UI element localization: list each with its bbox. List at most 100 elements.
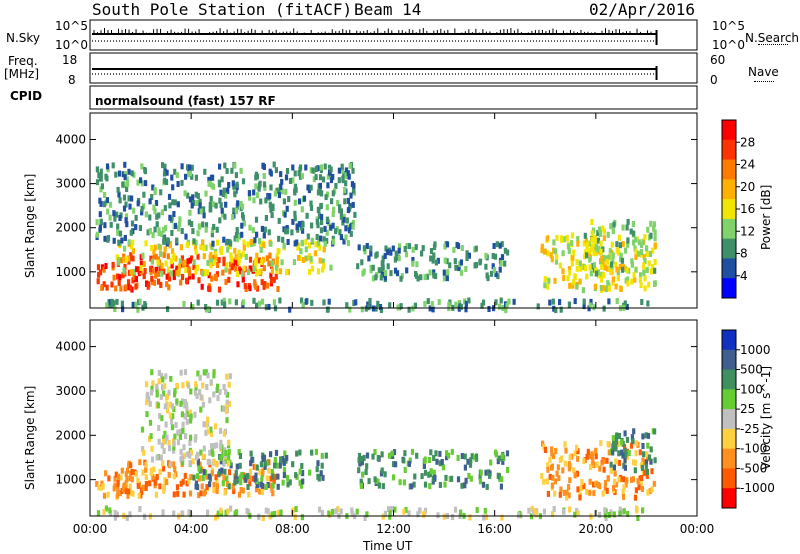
data-cell [188,170,192,177]
data-cell [308,469,312,476]
data-cell [404,251,408,258]
data-cell [172,491,176,498]
data-cell [276,473,280,480]
data-cell [576,235,580,242]
data-cell [214,461,218,468]
data-cell [314,166,318,172]
data-cell [603,484,607,491]
data-cell [619,256,623,263]
data-cell [468,514,472,521]
data-cell [264,484,268,490]
data-cell [278,268,283,275]
data-cell [308,269,312,275]
data-cell [270,469,274,475]
data-cell [329,224,333,231]
data-cell [357,452,362,459]
data-cell [554,447,558,454]
data-cell [583,253,587,260]
data-cell [354,299,358,306]
data-cell [650,486,654,493]
data-cell [583,265,587,272]
data-cell [331,173,335,180]
data-cell [224,404,228,410]
data-cell [124,284,128,291]
data-cell [217,286,222,293]
data-cell [351,219,355,226]
data-cell [418,507,422,514]
data-cell [496,472,500,479]
data-cell [169,270,173,277]
data-cell [443,257,447,264]
data-cell [562,489,566,496]
data-cell [633,459,637,466]
data-cell [633,245,637,252]
data-cell [267,229,271,236]
data-cell [542,443,546,450]
data-cell [163,177,167,184]
data-cell [647,281,651,288]
data-cell [398,243,402,250]
data-cell [115,511,119,518]
data-cell [546,490,550,497]
data-cell [164,421,168,428]
data-cell [337,177,341,184]
data-cell [609,461,613,468]
data-cell [625,224,629,231]
data-cell [621,488,625,495]
data-cell [325,229,329,236]
data-cell [268,168,272,175]
freq-strip [89,52,698,84]
data-cell [151,279,155,286]
data-cell [154,491,158,498]
data-cell [319,227,324,234]
data-cell [587,240,591,247]
data-cell [625,448,629,455]
data-cell [180,455,184,462]
data-cell [139,492,143,499]
data-cell [212,443,216,449]
data-cell [161,465,166,472]
data-cell [231,180,235,187]
data-cell [367,255,371,262]
data-cell [142,449,146,456]
data-cell [215,299,220,306]
data-cell [123,174,127,181]
data-cell [473,454,477,461]
data-cell [398,479,402,486]
data-cell [575,283,579,290]
data-cell [334,508,338,515]
data-cell [438,460,442,467]
data-cell [201,239,205,246]
data-cell [146,229,150,236]
summary-strips [89,19,698,110]
data-cell [442,275,446,282]
data-cell [415,452,419,459]
data-cell [621,493,626,500]
data-cell [555,253,559,260]
data-cell [140,209,144,216]
data-cell [222,256,226,263]
data-cell [300,463,304,469]
data-cell [100,284,104,291]
data-cell [170,424,175,431]
data-cell [167,266,171,273]
data-cell [646,442,650,449]
data-cell [455,241,459,248]
data-cell [573,450,577,457]
data-cell [185,263,189,270]
data-cell [582,303,586,310]
data-cell [154,272,158,279]
data-cell [269,184,273,191]
data-cell [154,266,158,273]
data-cell [350,507,354,514]
data-cell [125,176,129,183]
data-cell [255,302,259,309]
data-cell [187,267,191,274]
data-cell [188,409,192,416]
data-cell [223,489,227,496]
data-cell [622,508,626,515]
data-cell [376,300,380,307]
data-cell [98,269,103,276]
cpid-label: CPID [10,89,43,103]
data-cell [202,490,206,497]
